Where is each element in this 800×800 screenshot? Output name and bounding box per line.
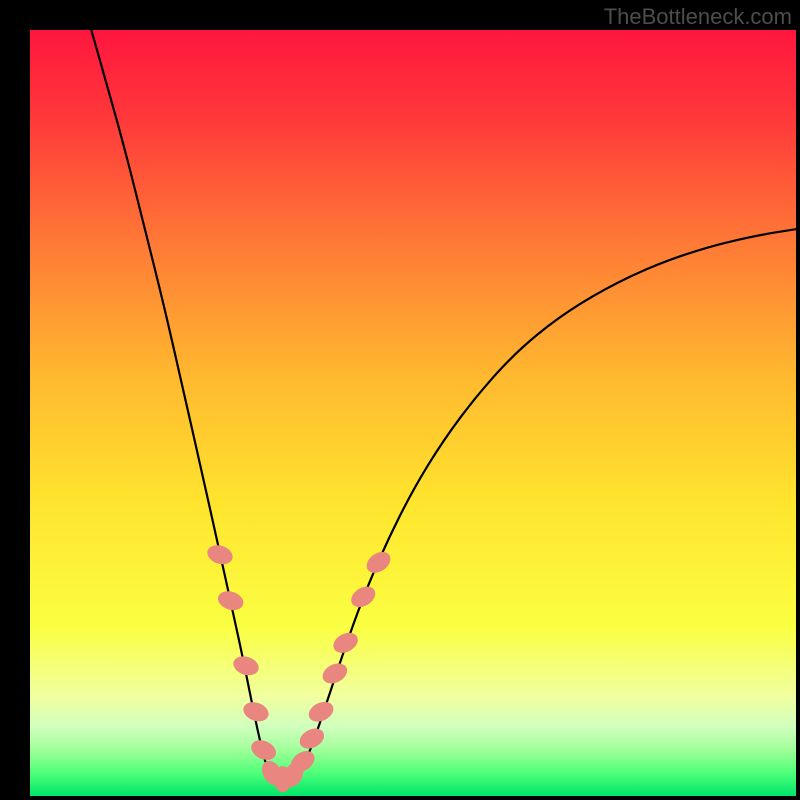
bead-marker — [241, 699, 272, 725]
bead-marker — [205, 542, 235, 567]
chart-container — [30, 30, 796, 796]
bead-marker — [248, 736, 279, 763]
bead-marker — [216, 588, 246, 613]
watermark-text: TheBottleneck.com — [604, 4, 792, 30]
bead-marker — [363, 548, 395, 578]
bead-marker — [319, 660, 350, 688]
bottleneck-curve — [91, 30, 796, 780]
bead-group — [205, 542, 395, 792]
bead-marker — [330, 629, 361, 657]
bead-marker — [231, 653, 261, 678]
bead-marker — [347, 582, 379, 611]
chart-overlay — [30, 30, 796, 796]
